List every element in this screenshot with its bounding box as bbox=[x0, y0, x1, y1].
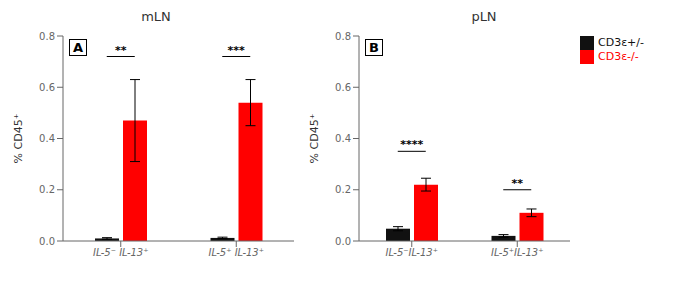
svg-text:IL-5⁻IL-13⁺: IL-5⁻IL-13⁺ bbox=[386, 247, 438, 258]
html-text:CD3ε+/-: CD3ε+/- bbox=[598, 36, 644, 49]
svg-text:IL-5⁻ IL-13⁺: IL-5⁻ IL-13⁺ bbox=[93, 247, 149, 258]
svg-text:0.4: 0.4 bbox=[335, 133, 351, 144]
html-text:pLN: pLN bbox=[471, 9, 497, 24]
svg-text:% CD45⁺: % CD45⁺ bbox=[308, 113, 321, 163]
svg-text:0.2: 0.2 bbox=[335, 184, 351, 195]
svg-text:***: *** bbox=[228, 44, 246, 57]
svg-text:0.6: 0.6 bbox=[39, 82, 55, 93]
html-text:B: B bbox=[369, 40, 379, 55]
svg-text:0.8: 0.8 bbox=[335, 31, 351, 42]
svg-text:0.8: 0.8 bbox=[39, 31, 55, 42]
svg-text:0.6: 0.6 bbox=[335, 82, 351, 93]
svg-text:IL-5⁺IL-13⁺: IL-5⁺IL-13⁺ bbox=[491, 247, 543, 258]
html-text:mLN: mLN bbox=[141, 9, 171, 24]
svg-text:0.0: 0.0 bbox=[335, 236, 351, 247]
svg-text:IL-5⁺ IL-13⁺: IL-5⁺ IL-13⁺ bbox=[208, 247, 264, 258]
svg-text:**: ** bbox=[511, 177, 523, 190]
svg-text:0.2: 0.2 bbox=[39, 184, 55, 195]
html-text:A: A bbox=[73, 40, 84, 55]
html-text:CD3ε-/-: CD3ε-/- bbox=[598, 50, 639, 63]
svg-text:****: **** bbox=[400, 138, 423, 151]
svg-text:0.4: 0.4 bbox=[39, 133, 55, 144]
svg-text:0.0: 0.0 bbox=[39, 236, 55, 247]
svg-text:% CD45⁺: % CD45⁺ bbox=[12, 113, 25, 163]
svg-text:**: ** bbox=[115, 44, 127, 57]
